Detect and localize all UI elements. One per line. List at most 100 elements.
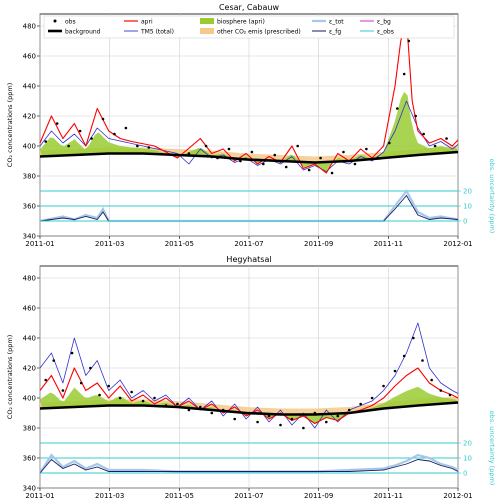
x-tick-label: 2011-01 — [25, 492, 54, 498]
x-tick-label: 2011-05 — [165, 240, 194, 248]
x-tick-label: 2011-01 — [25, 240, 54, 248]
legend: obs background apri TM5 (total) biosphere (a… — [43, 15, 455, 39]
legend-label: TM5 (total) — [140, 29, 174, 36]
legend-label: ε_bg — [377, 19, 391, 26]
obs-point — [141, 399, 145, 403]
obs-point — [325, 420, 328, 424]
y-right-tick-label: 0 — [463, 218, 467, 226]
legend-label: obs — [65, 19, 76, 26]
chart-panel-2: 340 360 380 400 420 440 460 480 2011-01 2011-03 20… — [6, 255, 496, 498]
obs-point — [90, 137, 93, 140]
legend-marker — [200, 28, 214, 34]
obs-point — [330, 171, 334, 175]
y-tick-label: 420 — [23, 113, 36, 121]
obs-point — [199, 405, 202, 409]
y-tick-label: 360 — [23, 455, 36, 463]
chart-title: Cesar, Cabauw — [219, 3, 279, 12]
obs-point — [113, 132, 116, 136]
obs-point — [279, 423, 282, 427]
obs-point — [79, 381, 83, 385]
obs-point — [147, 146, 151, 149]
obs-point — [124, 126, 128, 130]
obs-point — [393, 369, 397, 373]
y-tick-label: 340 — [23, 233, 36, 241]
obs-point — [250, 150, 254, 154]
x-tick-label: 2011-05 — [165, 492, 194, 498]
obs-point — [262, 162, 265, 166]
y-tick-label: 400 — [23, 395, 36, 403]
obs-point — [396, 107, 399, 110]
obs-point — [187, 152, 191, 155]
obs-point — [412, 336, 415, 340]
obs-point — [433, 144, 437, 148]
y-right-tick-label: 10 — [463, 203, 472, 211]
obs-point — [353, 162, 357, 166]
legend-box — [43, 15, 455, 39]
chart-panel-1: 340 360 380 400 420 440 460 480 2011-01 2011-03 20… — [6, 3, 496, 248]
y-tick-label: 340 — [23, 485, 36, 493]
legend-label: ε_tot — [329, 19, 344, 26]
obs-point — [422, 132, 425, 136]
obs-point — [210, 411, 214, 415]
obs-point — [187, 408, 191, 412]
obs-point — [382, 384, 385, 388]
obs-point — [445, 137, 448, 140]
obs-point — [101, 117, 105, 121]
obs-point — [227, 147, 231, 151]
obs-point — [204, 144, 208, 148]
x-tick-label: 2011-07 — [234, 492, 263, 498]
obs-point — [136, 144, 139, 148]
obs-point — [342, 150, 345, 154]
obs-point — [44, 140, 48, 143]
obs-point — [319, 156, 322, 160]
x-tick-label: 2011-11 — [374, 240, 403, 248]
legend-label: ε_obs — [377, 29, 394, 36]
y-right-tick-label: 10 — [463, 455, 472, 463]
legend-label: other CO₂ emis (prescribed) — [217, 29, 301, 36]
obs-point — [118, 396, 122, 400]
obs-point — [67, 144, 70, 148]
obs-point — [153, 396, 156, 400]
background-line — [39, 150, 459, 164]
obs-point — [313, 411, 317, 415]
obs-point — [336, 414, 340, 418]
obs-point — [55, 122, 59, 125]
y-right-tick-label: 20 — [463, 440, 472, 448]
y-tick-label: 480 — [23, 275, 36, 283]
x-tick-label: 2011-11 — [374, 492, 403, 498]
legend-label: biosphere (apri) — [217, 19, 265, 26]
obs-point — [61, 389, 65, 392]
obs-point — [70, 351, 74, 355]
obs-point — [164, 404, 168, 407]
obs-point — [78, 129, 82, 133]
y-tick-label: 420 — [23, 365, 36, 373]
obs-point — [302, 426, 305, 430]
obs-point — [402, 354, 406, 358]
obs-point — [365, 147, 368, 151]
obs-point — [347, 408, 351, 412]
obs-point — [130, 390, 133, 394]
y-tick-label: 380 — [23, 173, 36, 181]
y-axis-label: CO₂ concentrations (ppm) — [6, 83, 14, 167]
obs-point — [44, 378, 48, 382]
obs-point — [244, 411, 248, 415]
obs-point — [407, 39, 411, 43]
y-tick-label: 460 — [23, 305, 36, 313]
obs-point — [216, 156, 219, 160]
y-tick-label: 360 — [23, 203, 36, 211]
obs-point — [284, 165, 288, 169]
obs-point — [421, 359, 424, 362]
obs-point — [107, 384, 111, 388]
x-tick-label: 2011-09 — [304, 492, 333, 498]
obs-point — [448, 393, 452, 397]
y-axis-label-right: obs. uncertainty (ppm) — [488, 411, 496, 486]
y-tick-label: 440 — [23, 83, 36, 91]
biosphere-area — [40, 91, 458, 173]
obs-point — [89, 366, 92, 370]
eps-fg-line — [39, 458, 459, 474]
legend-marker — [53, 19, 57, 23]
obs-point — [430, 378, 433, 382]
legend-marker — [200, 18, 214, 24]
obs-point — [267, 414, 271, 418]
